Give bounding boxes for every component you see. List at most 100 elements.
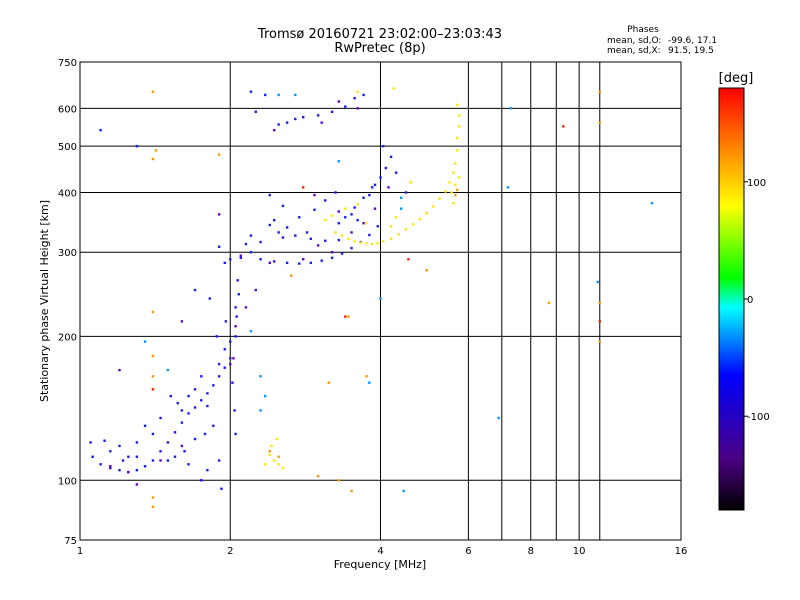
data-point [151, 354, 155, 358]
data-point [224, 320, 228, 323]
data-point [444, 190, 447, 193]
data-point [425, 212, 428, 215]
data-point [151, 505, 155, 509]
data-point [217, 245, 221, 248]
data-point [151, 310, 155, 314]
data-point [234, 306, 237, 309]
data-point [268, 193, 271, 197]
data-point [394, 171, 398, 174]
data-point [431, 205, 435, 208]
data-point [404, 191, 408, 194]
data-point [118, 444, 121, 448]
data-point [249, 251, 253, 254]
data-point [193, 288, 197, 292]
data-point [232, 357, 235, 360]
data-point [229, 357, 232, 360]
data-point [193, 406, 197, 409]
data-point [397, 233, 400, 236]
data-point [259, 258, 262, 261]
data-point [301, 186, 305, 189]
data-point [151, 90, 155, 93]
data-point [313, 193, 316, 197]
data-point [200, 479, 203, 482]
data-point [166, 368, 170, 372]
data-point [277, 123, 280, 126]
data-point [356, 90, 359, 93]
x-tick-label: 1 [77, 546, 83, 557]
data-point [143, 465, 147, 468]
data-point [376, 242, 379, 245]
data-point [389, 237, 393, 241]
data-point [392, 87, 395, 90]
y-axis-label: Stationary phase Virtual Height [km] [38, 200, 51, 402]
data-point [270, 444, 273, 448]
data-point [173, 431, 177, 434]
data-point [353, 206, 356, 209]
data-point [223, 261, 226, 265]
data-point [121, 459, 125, 462]
data-point [340, 252, 344, 255]
data-point [598, 121, 601, 124]
data-point [373, 183, 377, 187]
data-point [159, 459, 162, 462]
data-point [231, 381, 234, 384]
data-point [456, 149, 459, 152]
data-point [203, 432, 207, 436]
data-point [337, 160, 341, 163]
data-point [324, 219, 327, 222]
data-point [389, 155, 393, 159]
data-point [337, 100, 341, 103]
data-point [350, 231, 353, 234]
data-point [381, 144, 385, 148]
data-point [337, 210, 341, 213]
data-point [118, 368, 121, 372]
data-point [344, 216, 347, 219]
data-point [454, 183, 457, 187]
data-point [135, 468, 139, 472]
data-point [327, 381, 330, 384]
data-point [233, 409, 236, 412]
data-point [268, 450, 271, 453]
data-point [365, 222, 368, 225]
data-point [330, 256, 334, 260]
data-point [334, 191, 337, 194]
data-point [183, 450, 186, 453]
data-point [387, 186, 390, 189]
y-tick-label: 500 [58, 142, 77, 153]
data-point [359, 241, 362, 244]
y-tick-label: 200 [58, 332, 77, 343]
data-point [206, 392, 209, 395]
data-point [259, 375, 262, 378]
data-point [89, 441, 92, 444]
data-point [180, 409, 184, 412]
data-point [277, 93, 280, 97]
data-point [109, 450, 112, 453]
data-point [166, 441, 170, 444]
data-point [229, 258, 232, 261]
data-point [273, 128, 276, 132]
data-point [180, 421, 184, 424]
data-point [109, 465, 112, 468]
data-point [384, 166, 388, 170]
y-tick-label: 750 [58, 58, 77, 69]
data-point [249, 90, 253, 93]
data-point [220, 487, 223, 490]
data-point [598, 340, 601, 343]
data-point [103, 439, 106, 442]
data-point [450, 191, 453, 194]
data-point [166, 459, 170, 462]
data-point [456, 103, 459, 107]
data-point [223, 348, 226, 351]
data-point [337, 238, 341, 242]
grid-lines [80, 62, 681, 540]
x-tick-label: 4 [377, 546, 383, 557]
data-point [344, 315, 347, 318]
data-point [244, 306, 248, 309]
data-point [290, 274, 293, 277]
data-point [151, 157, 155, 161]
data-point [598, 90, 601, 93]
data-point [273, 459, 276, 462]
data-point [229, 340, 232, 343]
data-point [135, 483, 139, 486]
data-point [337, 222, 341, 225]
